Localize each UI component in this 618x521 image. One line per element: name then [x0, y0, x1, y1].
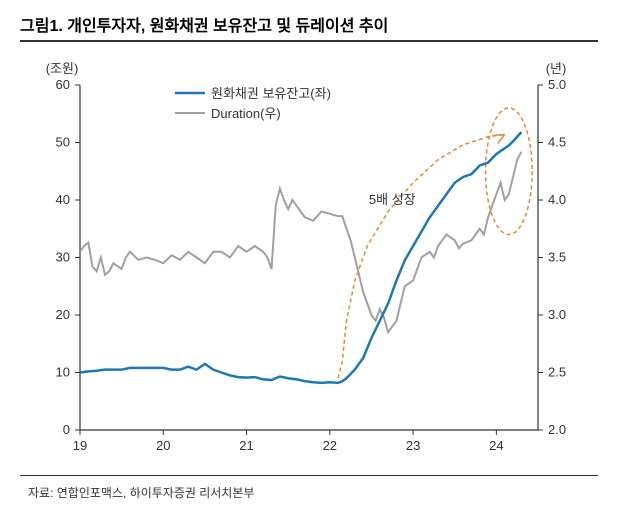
svg-text:4.5: 4.5 [548, 135, 566, 150]
svg-text:20: 20 [156, 438, 170, 453]
svg-text:22: 22 [323, 438, 337, 453]
chart-svg: (조원) (년) 0 10 20 30 40 50 60 2.0 2.5 3.0 3.5 4.0 4.5 5.… [20, 55, 598, 465]
svg-text:30: 30 [56, 250, 70, 265]
series2-line [80, 152, 521, 333]
svg-text:2.5: 2.5 [548, 365, 566, 380]
svg-text:4.0: 4.0 [548, 192, 566, 207]
svg-text:40: 40 [56, 192, 70, 207]
svg-text:60: 60 [56, 77, 70, 92]
svg-text:10: 10 [56, 365, 70, 380]
source-text: 자료: 연합인포맥스, 하이투자증권 리서치본부 [28, 484, 254, 501]
legend-series2-label: Duration(우) [211, 106, 281, 121]
annotation-text: 5배 성장 [369, 192, 416, 207]
svg-text:23: 23 [406, 438, 420, 453]
svg-text:50: 50 [56, 135, 70, 150]
footer-line [20, 475, 598, 476]
svg-text:3.5: 3.5 [548, 250, 566, 265]
chart-title: 그림1. 개인투자자, 원화채권 보유잔고 및 듀레이션 추이 [20, 12, 388, 36]
svg-text:19: 19 [73, 438, 87, 453]
svg-text:20: 20 [56, 307, 70, 322]
svg-text:0: 0 [63, 422, 70, 437]
annotation-ellipse [486, 108, 533, 235]
y2-axis-label: (년) [546, 61, 567, 76]
y1-axis-label: (조원) [46, 61, 79, 76]
svg-text:2.0: 2.0 [548, 422, 566, 437]
title-underline [20, 40, 598, 42]
legend-series1-label: 원화채권 보유잔고(좌) [211, 86, 331, 101]
svg-text:3.0: 3.0 [548, 307, 566, 322]
svg-text:24: 24 [489, 438, 503, 453]
chart-area: (조원) (년) 0 10 20 30 40 50 60 2.0 2.5 3.0 3.5 4.0 4.5 5.… [20, 55, 598, 466]
svg-text:21: 21 [239, 438, 253, 453]
svg-text:5.0: 5.0 [548, 77, 566, 92]
